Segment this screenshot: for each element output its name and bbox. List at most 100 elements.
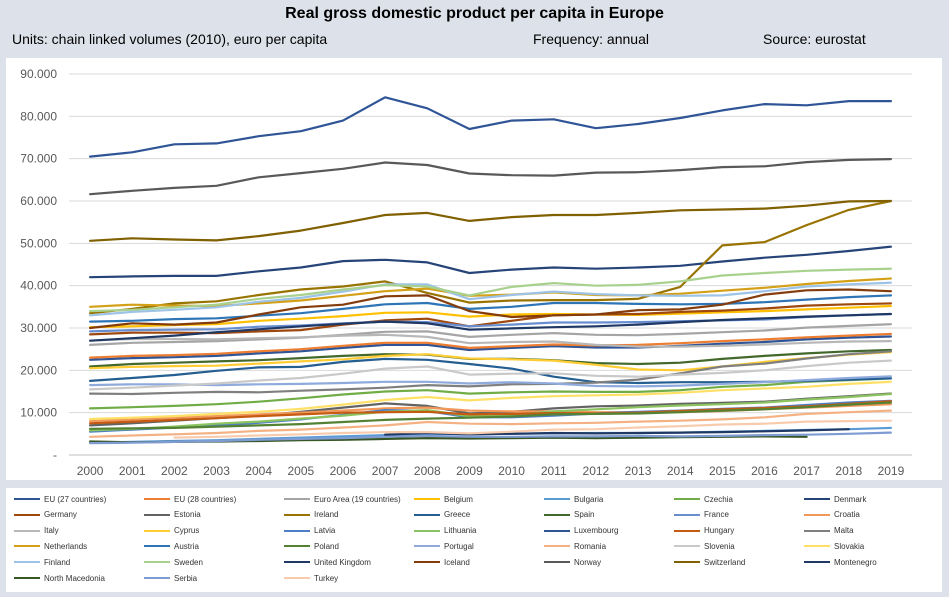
plot-area: - 10.000 20.000 30.000 40.000 50.000 60.000 70.…	[6, 58, 942, 480]
y-tick-label: 70.000	[20, 152, 57, 166]
y-tick-label: 40.000	[20, 279, 57, 293]
legend-label: Euro Area (19 countries)	[314, 494, 401, 504]
legend-swatch	[284, 577, 310, 579]
legend-item: Cyprus	[144, 523, 199, 539]
legend-item: Spain	[544, 507, 594, 523]
legend-swatch	[414, 529, 440, 532]
series-line	[89, 281, 892, 317]
legend-item: Germany	[14, 507, 77, 523]
legend-item: Netherlands	[14, 538, 87, 554]
legend-label: Turkey	[314, 573, 339, 583]
legend-item: EU (28 countries)	[144, 491, 236, 507]
x-tick-label: 2012	[583, 464, 610, 478]
line-chart: - 10.000 20.000 30.000 40.000 50.000 60.000 70.…	[20, 67, 912, 478]
legend-item: Slovakia	[804, 538, 864, 554]
legend-label: Latvia	[314, 526, 336, 536]
legend-item: Iceland	[414, 554, 470, 570]
legend-label: Slovakia	[834, 541, 865, 551]
legend-label: EU (28 countries)	[174, 494, 237, 504]
legend-label: Poland	[314, 541, 339, 551]
legend-swatch	[674, 498, 700, 500]
x-tick-label: 2003	[203, 464, 230, 478]
series-line	[89, 304, 892, 329]
legend-item: Belgium	[414, 491, 473, 507]
legend-label: Sweden	[174, 557, 203, 567]
x-tick-label: 2014	[667, 464, 694, 478]
series-line	[89, 267, 892, 313]
legend-swatch	[144, 498, 170, 500]
x-tick-label: 2017	[793, 464, 820, 478]
series-line	[89, 392, 892, 432]
series-line	[89, 375, 892, 388]
legend-label: Portugal	[444, 541, 474, 551]
legend-label: Italy	[44, 526, 59, 536]
legend-label: Malta	[834, 526, 854, 536]
legend-label: Croatia	[834, 510, 860, 520]
legend-item: Montenegro	[804, 554, 877, 570]
legend-label: Romania	[574, 541, 607, 551]
legend-label: France	[704, 510, 729, 520]
legend-item: Malta	[804, 523, 854, 539]
legend-item: Switzerland	[674, 554, 745, 570]
series-line	[89, 377, 892, 410]
legend-swatch	[414, 498, 440, 500]
legend-item: Sweden	[144, 554, 203, 570]
legend-swatch	[144, 513, 170, 516]
legend-swatch	[674, 545, 700, 548]
series-line	[89, 400, 892, 425]
series-line	[89, 294, 892, 323]
legend-swatch	[544, 498, 570, 500]
legend-item: Latvia	[284, 523, 335, 539]
legend-label: Ireland	[314, 510, 339, 520]
legend-swatch	[804, 545, 830, 548]
legend-item: Croatia	[804, 507, 860, 523]
legend-swatch	[414, 561, 440, 564]
legend-label: Luxembourg	[574, 526, 619, 536]
legend-item: Luxembourg	[544, 523, 618, 539]
x-tick-label: 2011	[541, 464, 567, 478]
legend-label: Finland	[44, 557, 71, 567]
legend-item: EU (27 countries)	[14, 491, 106, 507]
x-tick-label: 2008	[414, 464, 441, 478]
legend-label: Bulgaria	[574, 494, 604, 504]
legend-swatch	[544, 513, 570, 516]
chart-title: Real gross domestic product per capita i…	[285, 5, 664, 22]
legend-swatch	[144, 529, 170, 532]
x-tick-label: 2018	[835, 464, 862, 478]
legend-item: Finland	[14, 554, 70, 570]
legend-label: United Kingdom	[314, 557, 371, 567]
series-line	[89, 380, 892, 421]
legend-label: Denmark	[834, 494, 867, 504]
legend-label: Netherlands	[44, 541, 88, 551]
legend-swatch	[14, 529, 40, 532]
legend-item: Lithuania	[414, 523, 476, 539]
legend-label: Germany	[44, 510, 77, 520]
legend-swatch	[284, 545, 310, 548]
legend-item: Bulgaria	[544, 491, 603, 507]
y-tick-label: 20.000	[20, 363, 57, 377]
legend-item: Ireland	[284, 507, 338, 523]
legend-item: Euro Area (19 countries)	[284, 491, 401, 507]
legend-label: North Macedonia	[44, 573, 105, 583]
legend-label: Greece	[444, 510, 471, 520]
legend-item: Estonia	[144, 507, 201, 523]
series-line	[89, 199, 892, 242]
legend-label: Belgium	[444, 494, 473, 504]
legend-swatch	[674, 529, 700, 532]
y-tick-label: 10.000	[20, 406, 57, 420]
x-tick-label: 2013	[625, 464, 652, 478]
legend-swatch	[674, 561, 700, 564]
series-line	[89, 288, 892, 330]
legend-label: Estonia	[174, 510, 201, 520]
series-line	[89, 431, 892, 445]
legend-item: Italy	[14, 523, 59, 539]
legend-swatch	[804, 498, 830, 500]
legend-swatch	[14, 498, 40, 500]
legend-swatch	[144, 561, 170, 564]
legend-swatch	[544, 545, 570, 548]
legend-label: Spain	[574, 510, 595, 520]
legend-swatch	[674, 513, 700, 516]
legend-label: Slovenia	[704, 541, 735, 551]
frequency-label: Frequency: annual	[533, 31, 649, 47]
series-line	[89, 401, 892, 430]
